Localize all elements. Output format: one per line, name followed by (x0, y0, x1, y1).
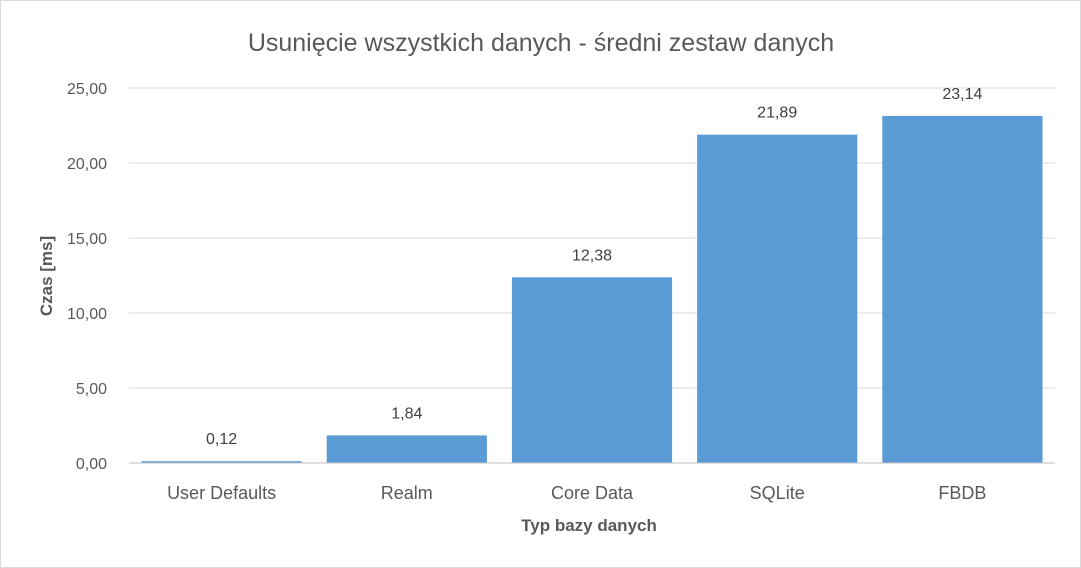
y-tick-label: 5,00 (76, 381, 107, 398)
x-tick-label: FBDB (938, 483, 986, 503)
bar (697, 134, 858, 463)
bar (141, 461, 302, 463)
x-axis-ticks: User Defaults Realm Core Data SQLite FBDB (167, 483, 986, 503)
data-label: 12,38 (572, 247, 612, 264)
x-tick-label: User Defaults (167, 483, 276, 503)
x-axis-title: Typ bazy danych (521, 516, 657, 535)
y-tick-label: 10,00 (67, 306, 107, 323)
y-tick-label: 20,00 (67, 156, 107, 173)
x-tick-label: SQLite (750, 483, 805, 503)
data-label: 21,89 (757, 105, 797, 122)
y-axis-ticks: 0,00 5,00 10,00 15,00 20,00 25,00 (67, 81, 107, 473)
y-axis-title: Czas [ms] (37, 236, 56, 316)
data-label: 0,12 (206, 431, 237, 448)
bars (141, 115, 1043, 464)
data-label: 23,14 (942, 86, 982, 103)
x-tick-label: Core Data (551, 483, 634, 503)
data-labels: 0,12 1,84 12,38 21,89 23,14 (206, 86, 982, 448)
y-tick-label: 0,00 (76, 456, 107, 473)
data-label: 1,84 (391, 405, 422, 422)
bar (511, 277, 673, 463)
y-tick-label: 25,00 (67, 81, 107, 98)
bar (326, 435, 487, 463)
y-tick-label: 15,00 (67, 231, 107, 248)
x-tick-label: Realm (381, 483, 433, 503)
chart-title: Usunięcie wszystkich danych - średni zes… (248, 29, 834, 57)
bar (882, 115, 1043, 464)
